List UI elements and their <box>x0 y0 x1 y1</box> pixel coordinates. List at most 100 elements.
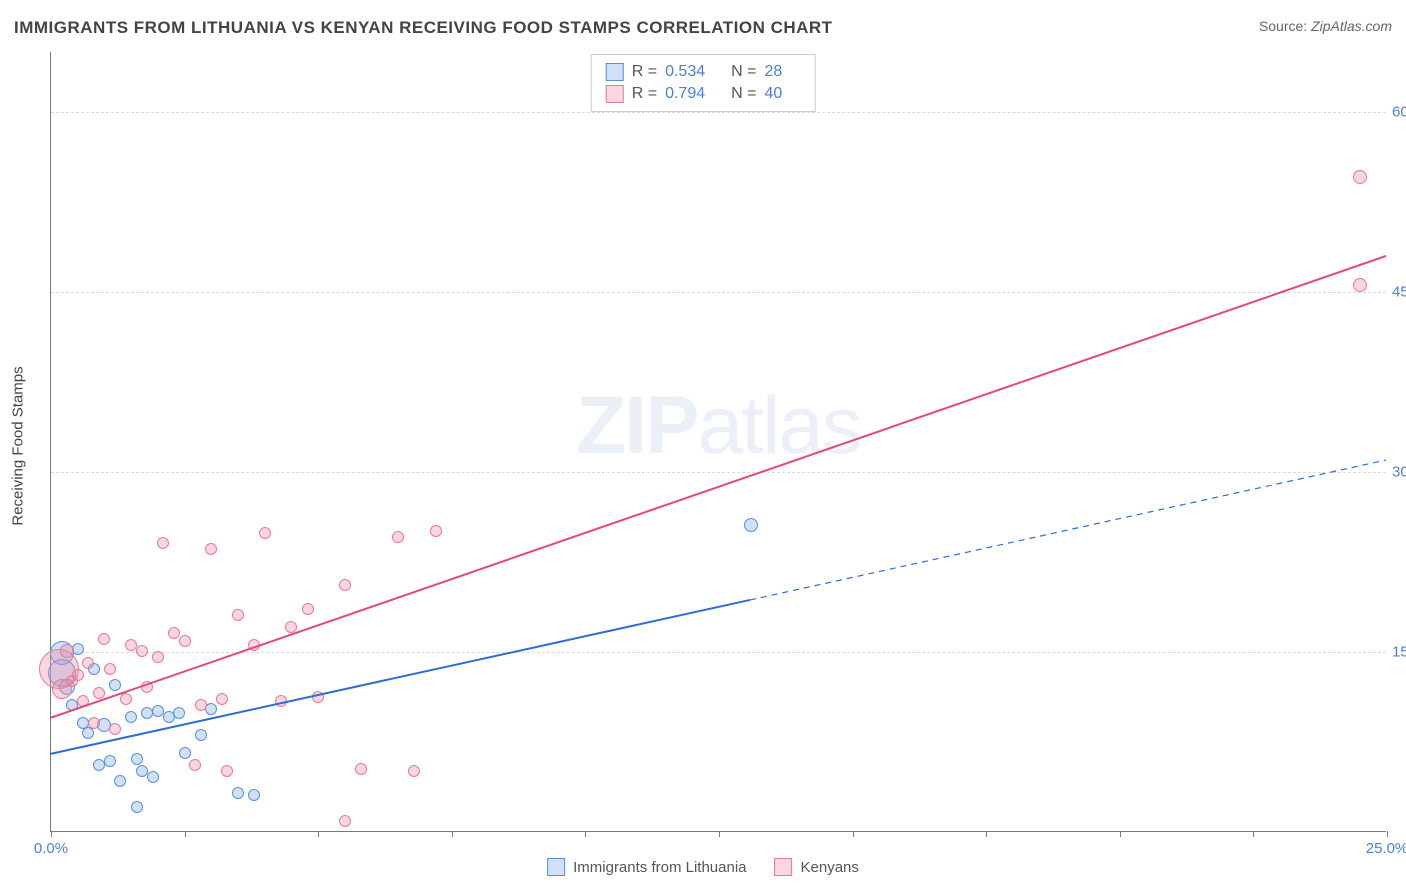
scatter-point <box>147 771 159 783</box>
legend-row-series1: R = 0.534 N = 28 <box>606 61 801 83</box>
scatter-point <box>339 815 351 827</box>
watermark-part1: ZIP <box>576 380 698 471</box>
legend-n-value-1: 28 <box>764 63 782 81</box>
scatter-point <box>104 663 116 675</box>
scatter-point <box>104 755 116 767</box>
watermark: ZIPatlas <box>576 379 861 473</box>
scatter-point <box>312 691 324 703</box>
xtick-label: 25.0% <box>1366 840 1406 857</box>
legend-r-value-2: 0.794 <box>665 85 705 103</box>
scatter-point <box>1353 278 1367 292</box>
scatter-point <box>82 657 94 669</box>
xtick-label: 0.0% <box>34 840 68 857</box>
scatter-point <box>88 717 100 729</box>
scatter-point <box>109 679 121 691</box>
scatter-point <box>275 695 287 707</box>
scatter-point <box>248 639 260 651</box>
scatter-point <box>259 527 271 539</box>
scatter-plot-area: ZIPatlas 15.0%30.0%45.0%60.0%0.0%25.0% <box>50 52 1386 832</box>
scatter-point <box>248 789 260 801</box>
swatch-series1 <box>606 63 624 81</box>
legend-r-label: R = <box>632 63 657 81</box>
scatter-point <box>232 609 244 621</box>
chart-title: IMMIGRANTS FROM LITHUANIA VS KENYAN RECE… <box>14 18 833 38</box>
scatter-point <box>152 651 164 663</box>
series-legend: Immigrants from Lithuania Kenyans <box>547 858 859 876</box>
xtick <box>1120 831 1121 837</box>
legend-n-label: N = <box>731 85 756 103</box>
scatter-point <box>131 801 143 813</box>
ytick-label: 30.0% <box>1392 464 1406 481</box>
legend-label-series2: Kenyans <box>801 859 859 876</box>
legend-n-value-2: 40 <box>764 85 782 103</box>
scatter-point <box>98 633 110 645</box>
legend-item-series1: Immigrants from Lithuania <box>547 858 746 876</box>
gridline-h <box>51 292 1386 293</box>
xtick <box>318 831 319 837</box>
scatter-point <box>392 531 404 543</box>
swatch-series2 <box>775 858 793 876</box>
legend-row-series2: R = 0.794 N = 40 <box>606 83 801 105</box>
legend-label-series1: Immigrants from Lithuania <box>573 859 746 876</box>
scatter-point <box>136 645 148 657</box>
xtick <box>585 831 586 837</box>
scatter-point <box>355 763 367 775</box>
ytick-label: 60.0% <box>1392 104 1406 121</box>
legend-n-label: N = <box>731 63 756 81</box>
scatter-point <box>1353 170 1367 184</box>
scatter-point <box>60 644 74 658</box>
chart-header: IMMIGRANTS FROM LITHUANIA VS KENYAN RECE… <box>14 18 1392 38</box>
xtick <box>719 831 720 837</box>
gridline-h <box>51 652 1386 653</box>
xtick <box>51 831 52 837</box>
scatter-point <box>408 765 420 777</box>
scatter-point <box>168 627 180 639</box>
scatter-point <box>179 747 191 759</box>
gridline-h <box>51 112 1386 113</box>
ytick-label: 15.0% <box>1392 644 1406 661</box>
scatter-point <box>232 787 244 799</box>
source-label: Source: <box>1259 18 1307 34</box>
scatter-point <box>179 635 191 647</box>
scatter-point <box>744 518 758 532</box>
scatter-point <box>221 765 233 777</box>
source-value: ZipAtlas.com <box>1311 18 1392 34</box>
scatter-point <box>120 693 132 705</box>
scatter-point <box>125 711 137 723</box>
scatter-point <box>114 775 126 787</box>
scatter-point <box>157 537 169 549</box>
scatter-point <box>216 693 228 705</box>
scatter-point <box>205 703 217 715</box>
legend-r-label: R = <box>632 85 657 103</box>
scatter-point <box>72 669 84 681</box>
scatter-point <box>205 543 217 555</box>
scatter-point <box>77 695 89 707</box>
ytick-label: 45.0% <box>1392 284 1406 301</box>
scatter-point <box>339 579 351 591</box>
legend-r-value-1: 0.534 <box>665 63 705 81</box>
xtick <box>1387 831 1388 837</box>
scatter-point <box>173 707 185 719</box>
scatter-point <box>109 723 121 735</box>
scatter-point <box>131 753 143 765</box>
y-axis-label: Receiving Food Stamps <box>10 366 27 525</box>
watermark-part2: atlas <box>698 380 861 471</box>
scatter-point <box>189 759 201 771</box>
legend-item-series2: Kenyans <box>775 858 859 876</box>
correlation-legend: R = 0.534 N = 28 R = 0.794 N = 40 <box>591 54 816 112</box>
xtick <box>185 831 186 837</box>
swatch-series1 <box>547 858 565 876</box>
scatter-point <box>195 729 207 741</box>
scatter-point <box>93 687 105 699</box>
scatter-point <box>195 699 207 711</box>
scatter-point <box>141 681 153 693</box>
xtick <box>1253 831 1254 837</box>
xtick <box>986 831 987 837</box>
gridline-h <box>51 472 1386 473</box>
swatch-series2 <box>606 85 624 103</box>
xtick <box>853 831 854 837</box>
scatter-point <box>430 525 442 537</box>
scatter-point <box>302 603 314 615</box>
source-attribution: Source: ZipAtlas.com <box>1259 18 1392 34</box>
xtick <box>452 831 453 837</box>
